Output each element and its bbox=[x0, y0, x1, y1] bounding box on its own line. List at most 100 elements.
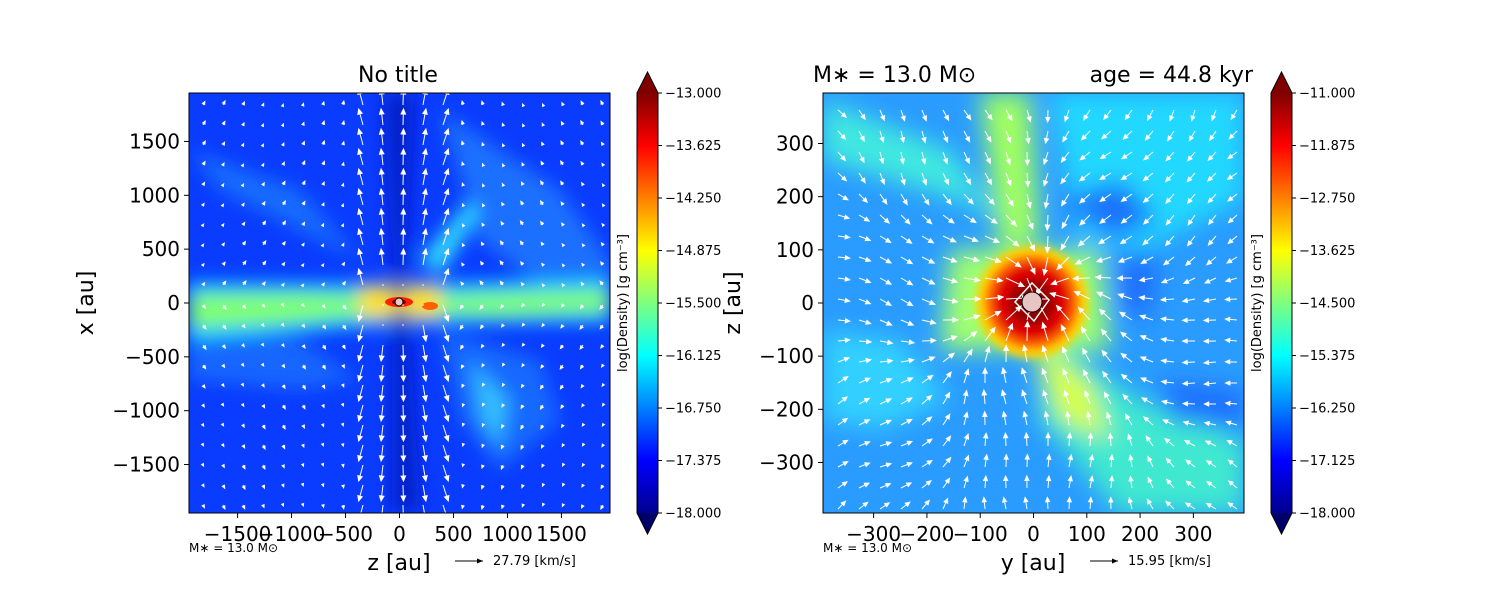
velocity-arrow bbox=[400, 147, 407, 166]
colorbar-tick-label: −14.250 bbox=[665, 192, 721, 207]
velocity-arrow bbox=[480, 504, 485, 511]
velocity-arrow bbox=[837, 461, 849, 468]
velocity-arrow bbox=[963, 214, 977, 224]
velocity-arrow bbox=[1005, 172, 1012, 187]
velocity-arrow bbox=[301, 424, 305, 430]
colorbar-tick-label: −16.750 bbox=[665, 402, 721, 417]
velocity-arrow bbox=[1005, 305, 1023, 321]
velocity-arrow bbox=[900, 193, 908, 206]
velocity-arrow bbox=[500, 304, 505, 309]
left-colorbar: −13.000 −13.625 −14.250 −14.875 −15.500 −16.1… bbox=[616, 70, 721, 536]
velocity-arrow bbox=[201, 281, 206, 287]
velocity-arrow bbox=[1002, 431, 1009, 447]
velocity-arrow bbox=[837, 337, 851, 344]
velocity-arrow bbox=[442, 444, 450, 463]
velocity-arrow bbox=[837, 254, 851, 261]
velocity-arrow bbox=[900, 462, 913, 468]
velocity-arrow bbox=[442, 127, 450, 146]
velocity-arrow bbox=[1227, 214, 1238, 224]
velocity-arrow bbox=[421, 384, 428, 403]
velocity-arrow bbox=[900, 256, 914, 265]
velocity-arrow bbox=[561, 282, 566, 288]
velocity-arrow bbox=[921, 480, 932, 489]
velocity-arrow bbox=[221, 261, 226, 266]
velocity-arrow bbox=[1062, 346, 1070, 363]
velocity-arrow bbox=[942, 235, 957, 243]
velocity-arrow bbox=[942, 413, 951, 426]
velocity-arrow bbox=[241, 240, 247, 246]
x-tick-label: −500 bbox=[318, 522, 373, 546]
velocity-arrow bbox=[1120, 373, 1133, 384]
velocity-arrow bbox=[442, 107, 450, 126]
velocity-arrow bbox=[1085, 410, 1092, 426]
velocity-arrow bbox=[461, 182, 466, 187]
velocity-arrow bbox=[261, 484, 265, 490]
velocity-arrow bbox=[899, 130, 906, 144]
velocity-arrow bbox=[261, 424, 266, 430]
velocity-arrow bbox=[241, 423, 245, 429]
velocity-arrow bbox=[501, 101, 505, 107]
velocity-arrow bbox=[942, 151, 949, 165]
velocity-arrow bbox=[879, 398, 893, 405]
colorbar-tick-label: −17.375 bbox=[665, 454, 721, 469]
velocity-arrow bbox=[301, 200, 306, 206]
velocity-arrow bbox=[1021, 389, 1028, 405]
velocity-arrow bbox=[201, 140, 206, 146]
velocity-arrow bbox=[300, 283, 305, 288]
velocity-arrow bbox=[241, 444, 246, 450]
velocity-arrow bbox=[280, 103, 284, 108]
velocity-arrow bbox=[963, 295, 982, 302]
velocity-arrow bbox=[984, 345, 991, 363]
velocity-arrow bbox=[1060, 324, 1070, 342]
velocity-arrow bbox=[300, 102, 305, 107]
velocity-arrow bbox=[540, 241, 545, 247]
velocity-arrow bbox=[540, 444, 545, 450]
velocity-arrow bbox=[200, 243, 205, 248]
velocity-arrow bbox=[984, 276, 1004, 283]
velocity-arrow bbox=[921, 416, 933, 426]
velocity-arrow bbox=[1143, 151, 1154, 161]
velocity-arrow bbox=[1043, 193, 1050, 210]
velocity-arrow bbox=[1181, 400, 1196, 407]
velocity-arrow bbox=[521, 503, 526, 508]
velocity-arrow bbox=[879, 298, 893, 306]
velocity-arrow bbox=[900, 339, 916, 345]
velocity-arrow bbox=[942, 277, 959, 284]
velocity-arrow bbox=[400, 247, 407, 266]
velocity-arrow bbox=[261, 444, 266, 451]
velocity-arrow bbox=[942, 172, 949, 186]
velocity-arrow bbox=[942, 371, 952, 384]
velocity-arrow bbox=[1041, 367, 1049, 384]
y-tick-label: 0 bbox=[801, 291, 814, 315]
velocity-arrow bbox=[899, 151, 905, 165]
velocity-arrow bbox=[201, 364, 207, 370]
velocity-arrow bbox=[242, 280, 247, 286]
velocity-arrow bbox=[837, 151, 847, 162]
velocity-arrow bbox=[1045, 474, 1052, 489]
velocity-arrow bbox=[1003, 474, 1009, 489]
velocity-arrow bbox=[340, 463, 345, 469]
velocity-arrow bbox=[260, 102, 265, 107]
velocity-arrow bbox=[421, 227, 428, 246]
velocity-arrow bbox=[561, 443, 566, 448]
velocity-arrow bbox=[340, 383, 345, 388]
velocity-arrow bbox=[220, 182, 225, 188]
velocity-arrow bbox=[280, 322, 285, 327]
velocity-arrow bbox=[858, 441, 871, 447]
velocity-arrow bbox=[502, 163, 506, 168]
velocity-arrow bbox=[220, 422, 225, 427]
colorbar-tick-label: −11.875 bbox=[1299, 139, 1355, 154]
velocity-arrow bbox=[357, 107, 364, 126]
velocity-arrow bbox=[241, 323, 246, 329]
velocity-arrow bbox=[600, 504, 605, 511]
velocity-arrow bbox=[201, 403, 205, 408]
velocity-arrow bbox=[378, 247, 385, 266]
velocity-arrow bbox=[942, 497, 949, 510]
velocity-arrow bbox=[400, 93, 407, 106]
velocity-arrow bbox=[921, 374, 934, 384]
velocity-arrow bbox=[462, 223, 466, 228]
velocity-arrow bbox=[1165, 500, 1175, 510]
velocity-arrow bbox=[963, 130, 971, 143]
velocity-arrow bbox=[499, 240, 505, 246]
velocity-arrow bbox=[501, 122, 506, 127]
